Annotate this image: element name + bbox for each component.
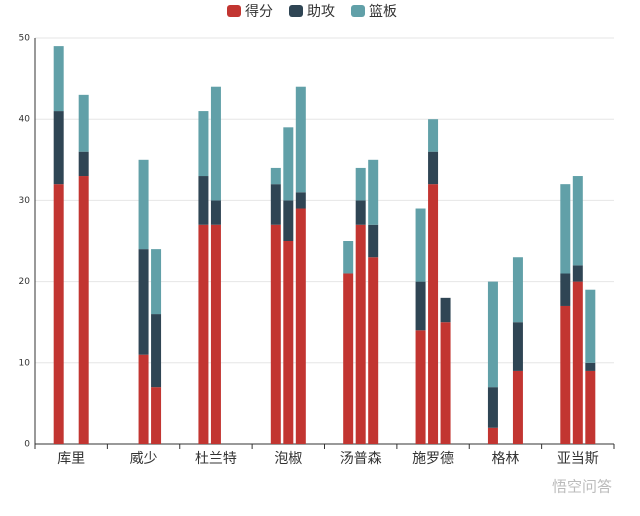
- y-tick-label: 50: [19, 34, 31, 44]
- bar-segment: [415, 330, 426, 444]
- bar-segment: [355, 167, 366, 201]
- bar-segment: [487, 281, 498, 388]
- bar-segment: [343, 273, 354, 444]
- x-tick-label: 格林: [491, 451, 519, 467]
- legend-label: 篮板: [369, 4, 397, 20]
- bar-segment: [295, 192, 306, 209]
- bar-segment: [512, 257, 523, 323]
- y-tick-label: 20: [19, 277, 31, 287]
- legend-label: 助攻: [307, 4, 335, 20]
- bar-segment: [78, 94, 89, 152]
- bar-segment: [270, 224, 281, 444]
- bar-segment: [440, 322, 451, 444]
- bar-segment: [415, 208, 426, 282]
- bar-segment: [368, 159, 379, 225]
- bar-segment: [440, 297, 451, 323]
- bar-segment: [585, 289, 596, 363]
- y-tick-label: 30: [19, 196, 31, 206]
- bar-segment: [585, 362, 596, 371]
- bar-segment: [270, 184, 281, 225]
- bar-segment: [78, 176, 89, 445]
- bar-segment: [198, 176, 209, 225]
- bar-segment: [572, 265, 583, 282]
- bar-segment: [53, 184, 64, 444]
- x-tick-label: 库里: [57, 451, 85, 467]
- x-tick-label: 威少: [130, 451, 158, 467]
- bar-segment: [355, 200, 366, 225]
- legend-swatch: [351, 5, 365, 17]
- bar-segment: [487, 427, 498, 444]
- bar-segment: [295, 208, 306, 444]
- bar-segment: [512, 322, 523, 371]
- bar-segment: [138, 249, 149, 355]
- bar-segment: [560, 305, 571, 444]
- bar-segment: [343, 241, 354, 274]
- bar-segment: [283, 127, 294, 201]
- bar-segment: [198, 111, 209, 177]
- bar-segment: [560, 273, 571, 306]
- x-tick-label: 泡椒: [274, 451, 302, 467]
- bar-segment: [78, 151, 89, 177]
- x-tick-label: 杜兰特: [195, 451, 237, 467]
- y-tick-label: 40: [19, 115, 31, 125]
- bar-segment: [572, 281, 583, 444]
- bar-segment: [198, 224, 209, 444]
- bar-segment: [270, 167, 281, 185]
- y-tick-label: 0: [24, 440, 30, 450]
- bar-segment: [428, 151, 439, 185]
- bar-segment: [572, 176, 583, 266]
- bar-segment: [428, 119, 439, 152]
- bar-segment: [487, 387, 498, 428]
- x-tick-label: 施罗德: [412, 451, 454, 467]
- bar-segment: [295, 86, 306, 193]
- bar-segment: [585, 370, 596, 444]
- bar-segment: [138, 354, 149, 444]
- bar-segment: [512, 370, 523, 444]
- bar-segment: [210, 224, 221, 444]
- legend-label: 得分: [245, 3, 273, 20]
- watermark: 悟空问答: [552, 478, 612, 496]
- bar-segment: [560, 184, 571, 274]
- bar-segment: [151, 249, 162, 315]
- bar-segment: [53, 46, 64, 112]
- bar-segment: [210, 86, 221, 201]
- bar-segment: [283, 241, 294, 444]
- y-tick-label: 10: [19, 358, 31, 368]
- x-tick-label: 亚当斯: [557, 451, 599, 467]
- x-tick-label: 汤普森: [340, 451, 382, 467]
- bar-segment: [283, 200, 294, 241]
- bar-segment: [368, 224, 379, 258]
- bar-segment: [151, 314, 162, 388]
- bar-segment: [368, 257, 379, 444]
- bar-segment: [210, 200, 221, 225]
- bar-segment: [138, 159, 149, 250]
- legend-swatch: [289, 5, 303, 17]
- legend-swatch: [227, 5, 241, 17]
- bar-segment: [53, 111, 64, 185]
- bar-segment: [428, 184, 439, 444]
- bar-segment: [415, 281, 426, 331]
- bar-segment: [151, 387, 162, 444]
- bar-segment: [355, 224, 366, 444]
